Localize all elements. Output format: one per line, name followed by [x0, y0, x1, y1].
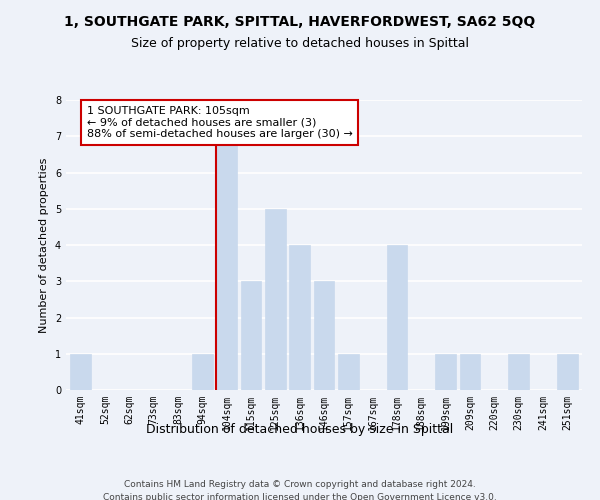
Bar — [460, 354, 481, 390]
Bar — [265, 209, 286, 390]
Bar — [70, 354, 91, 390]
Bar — [314, 281, 334, 390]
Text: Contains HM Land Registry data © Crown copyright and database right 2024.
Contai: Contains HM Land Registry data © Crown c… — [103, 480, 497, 500]
Bar — [289, 245, 310, 390]
Bar — [557, 354, 578, 390]
Bar — [241, 281, 262, 390]
Bar — [436, 354, 456, 390]
Bar — [216, 136, 237, 390]
Bar — [338, 354, 359, 390]
Text: Size of property relative to detached houses in Spittal: Size of property relative to detached ho… — [131, 38, 469, 51]
Text: 1 SOUTHGATE PARK: 105sqm
← 9% of detached houses are smaller (3)
88% of semi-det: 1 SOUTHGATE PARK: 105sqm ← 9% of detache… — [86, 106, 353, 139]
Bar — [192, 354, 212, 390]
Text: 1, SOUTHGATE PARK, SPITTAL, HAVERFORDWEST, SA62 5QQ: 1, SOUTHGATE PARK, SPITTAL, HAVERFORDWES… — [64, 15, 536, 29]
Bar — [386, 245, 407, 390]
Bar — [508, 354, 529, 390]
Text: Distribution of detached houses by size in Spittal: Distribution of detached houses by size … — [146, 422, 454, 436]
Y-axis label: Number of detached properties: Number of detached properties — [40, 158, 49, 332]
